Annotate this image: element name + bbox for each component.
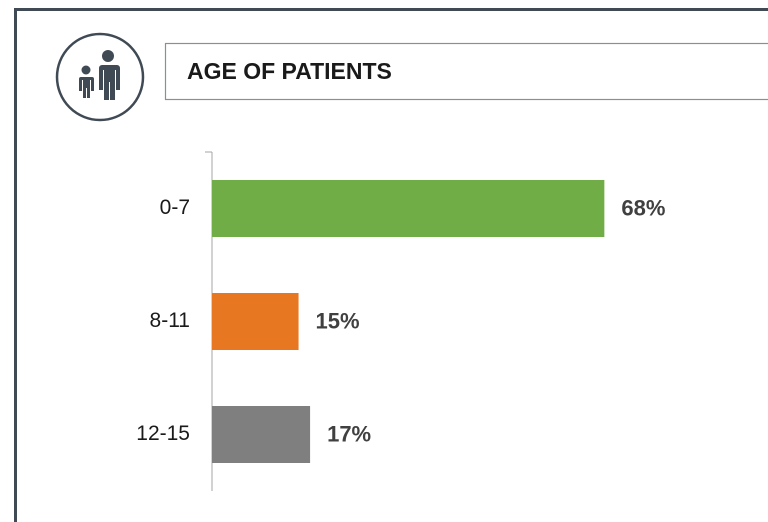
bar	[212, 293, 299, 350]
category-label: 0-7	[160, 196, 190, 219]
category-label: 8-11	[150, 309, 190, 332]
chart-title: AGE OF PATIENTS	[187, 58, 392, 84]
bar	[212, 406, 311, 463]
bar	[212, 180, 605, 237]
value-label: 17%	[327, 421, 371, 446]
value-label: 15%	[316, 308, 360, 333]
category-label: 12-15	[136, 422, 190, 445]
value-label: 68%	[621, 195, 665, 220]
title-box	[164, 42, 768, 101]
frame	[14, 8, 768, 522]
people-icon	[55, 32, 145, 122]
